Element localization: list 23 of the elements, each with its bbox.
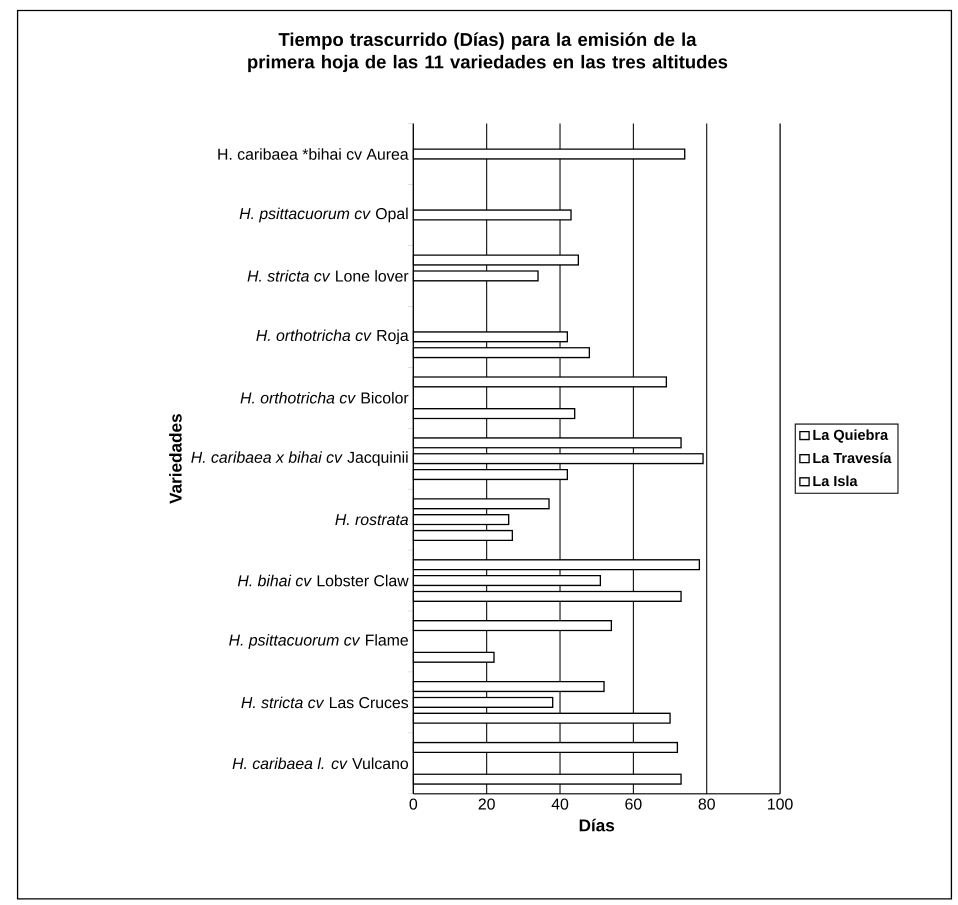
y-tick-label: H. orthotricha cv Roja (256, 329, 409, 344)
y-tick-label: H. psittacuorum cv Flame (229, 634, 408, 649)
legend-label: La Quiebra (813, 429, 888, 442)
x-tick-label: 80 (698, 798, 715, 810)
x-tick-label: 60 (625, 798, 642, 810)
x-tick-label: 0 (410, 798, 418, 810)
y-tick-label: H. psittacuorum cv Opal (240, 207, 408, 222)
legend-label: La Travesía (813, 452, 892, 463)
y-axis-title: Variedades (169, 414, 182, 504)
x-axis-title: Días (580, 818, 614, 832)
y-tick-label: H. stricta cv Las Cruces (241, 696, 408, 708)
x-tick-label: 20 (478, 798, 495, 810)
y-tick-label: H. stricta cv Lone lover (248, 270, 408, 282)
chart-title: Tiempo trascurrido (Días) para la emisión de la primera hoja de las 11 variedades en las tres altitudes (248, 32, 728, 72)
y-tick-label: H. caribaea x bihai cv Jacquinii (191, 451, 408, 466)
legend-label: La Isla (813, 475, 858, 486)
y-tick-label: H. caribaea l. cv Vulcano (232, 757, 408, 769)
x-tick-label: 100 (768, 798, 793, 810)
x-tick-label: 40 (552, 798, 568, 810)
y-tick-label: H. rostrata (335, 514, 408, 525)
y-tick-label: H. orthotricha cv Bicolor (240, 392, 408, 404)
y-tick-label: H. bihai cv Lobster Claw (238, 574, 409, 586)
y-tick-label: H. caribaea *bihai cv Aurea (218, 148, 409, 160)
